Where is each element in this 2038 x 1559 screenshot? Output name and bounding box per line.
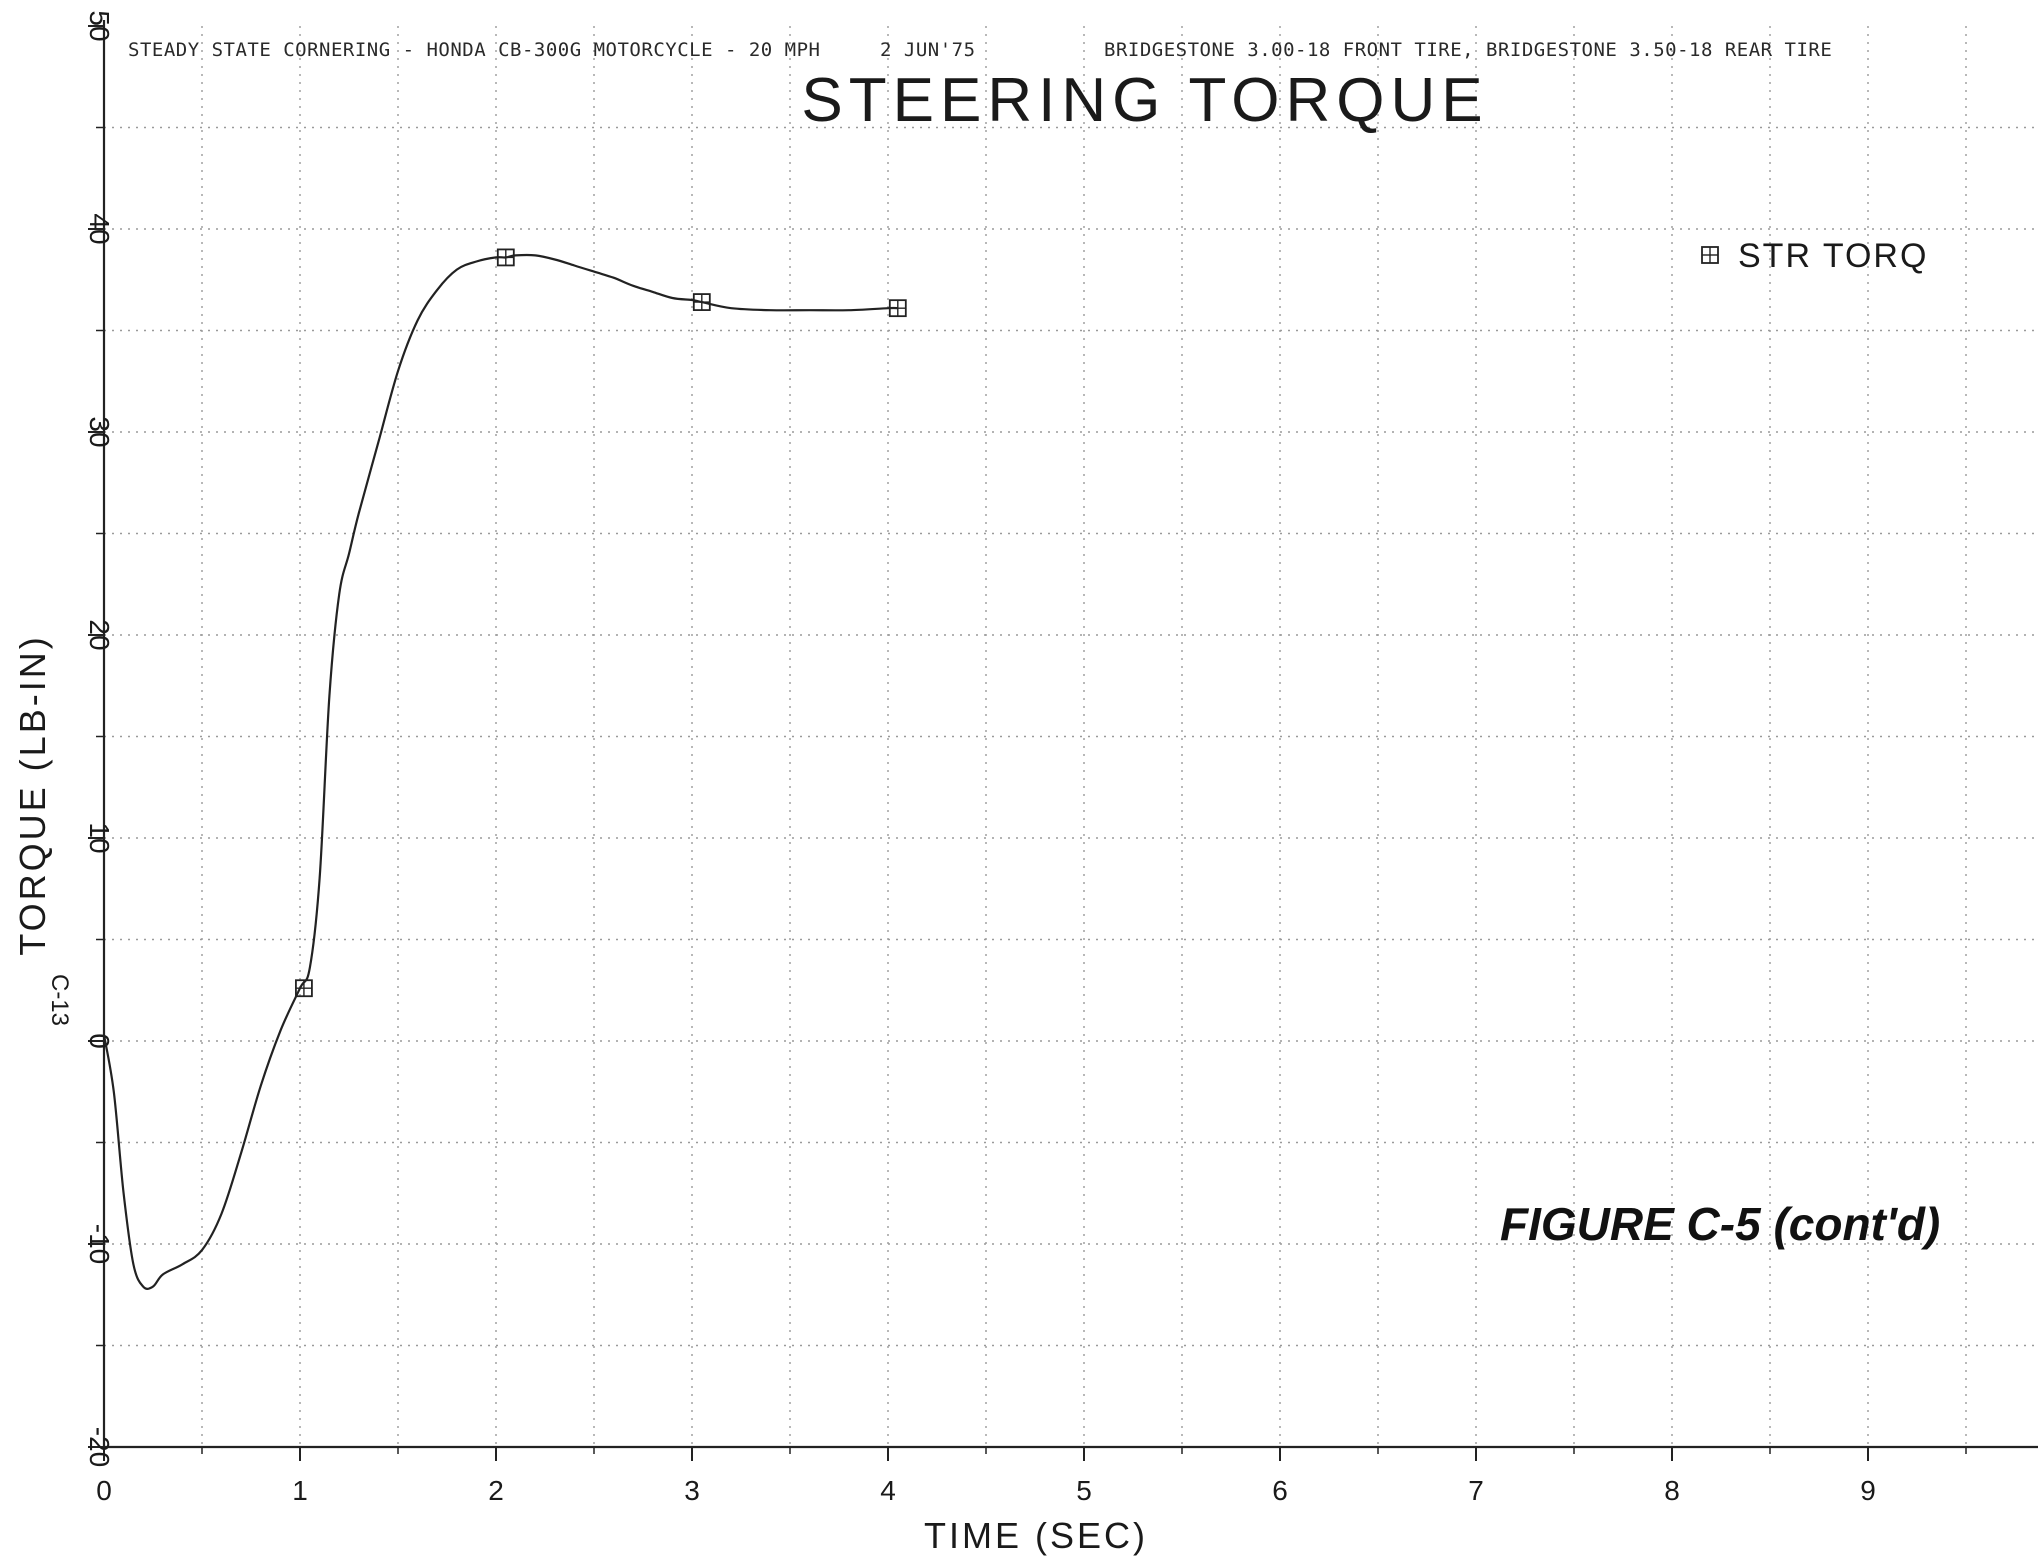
x-axis-tick-label: 9 xyxy=(1860,1475,1876,1506)
y-axis-tick-label: 0 xyxy=(84,1033,115,1049)
y-axis-label: TORQUE (LB-IN) xyxy=(12,634,53,955)
data-point-marker xyxy=(694,294,710,310)
y-axis-tick-label: 40 xyxy=(84,213,115,244)
x-axis-tick-label: 1 xyxy=(292,1475,308,1506)
x-axis-label: TIME (SEC) xyxy=(924,1515,1148,1556)
x-axis-tick-label: 5 xyxy=(1076,1475,1092,1506)
x-axis-tick-label: 7 xyxy=(1468,1475,1484,1506)
y-axis-tick-label: 50 xyxy=(84,10,115,41)
x-axis-tick-labels: 0 1 2 3 4 5 6 7 8 9 xyxy=(96,1475,1876,1506)
page-number: C-13 xyxy=(46,974,73,1026)
figure-caption: FIGURE C-5 (cont'd) xyxy=(1500,1198,1940,1250)
legend-marker-str-torq xyxy=(1702,247,1718,263)
legend-marker-symbol xyxy=(1702,247,1718,263)
x-axis-tick-label: 6 xyxy=(1272,1475,1288,1506)
legend-label-str-torq: STR TORQ xyxy=(1738,237,1928,275)
series-line-str-torq xyxy=(104,255,898,1289)
y-axis-tick-label: 30 xyxy=(84,416,115,447)
y-axis-tick-label: 20 xyxy=(84,619,115,650)
header-run-info: STEADY STATE CORNERING - HONDA CB-300G M… xyxy=(128,39,820,61)
data-point-marker xyxy=(890,300,906,316)
x-axis-tick-label: 4 xyxy=(880,1475,896,1506)
legend: STR TORQ xyxy=(1702,237,1928,275)
header-date: 2 JUN'75 xyxy=(880,39,976,61)
x-axis-tick-label: 8 xyxy=(1664,1475,1680,1506)
chart-title: STEERING TORQUE xyxy=(801,66,1488,135)
y-axis-tick-label: -20 xyxy=(84,1427,115,1467)
y-axis-tick-label: 10 xyxy=(84,822,115,853)
x-axis-tick-label: 3 xyxy=(684,1475,700,1506)
y-axis-tick-label: -10 xyxy=(84,1224,115,1264)
header-tires: BRIDGESTONE 3.00-18 FRONT TIRE, BRIDGEST… xyxy=(1104,39,1832,61)
x-axis-tick-label: 2 xyxy=(488,1475,504,1506)
x-axis-tick-label: 0 xyxy=(96,1475,112,1506)
series-group xyxy=(104,249,906,1288)
data-point-marker xyxy=(498,249,514,265)
y-axis-tick-labels: -20 -10 0 10 20 30 40 50 xyxy=(84,10,115,1467)
